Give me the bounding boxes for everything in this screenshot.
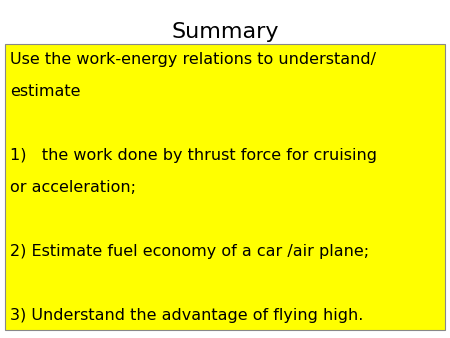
Text: 1)   the work done by thrust force for cruising: 1) the work done by thrust force for cru… bbox=[10, 148, 377, 163]
Text: 3) Understand the advantage of flying high.: 3) Understand the advantage of flying hi… bbox=[10, 308, 364, 323]
Text: 2) Estimate fuel economy of a car /air plane;: 2) Estimate fuel economy of a car /air p… bbox=[10, 244, 369, 259]
Text: Use the work-energy relations to understand/: Use the work-energy relations to underst… bbox=[10, 52, 376, 67]
Text: or acceleration;: or acceleration; bbox=[10, 180, 136, 195]
FancyBboxPatch shape bbox=[5, 44, 445, 330]
Text: Summary: Summary bbox=[171, 22, 279, 42]
Text: estimate: estimate bbox=[10, 84, 81, 99]
